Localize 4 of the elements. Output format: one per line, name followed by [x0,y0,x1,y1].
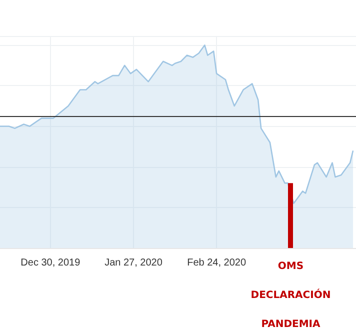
x-tick-label: Jan 27, 2020 [104,258,163,268]
text: OMS DECLARACIÓN PANDEMIA [250,261,331,330]
x-tick-label: Dec 30, 2019 [20,258,81,268]
x-tick-label: Feb 24, 2020 [187,258,246,268]
